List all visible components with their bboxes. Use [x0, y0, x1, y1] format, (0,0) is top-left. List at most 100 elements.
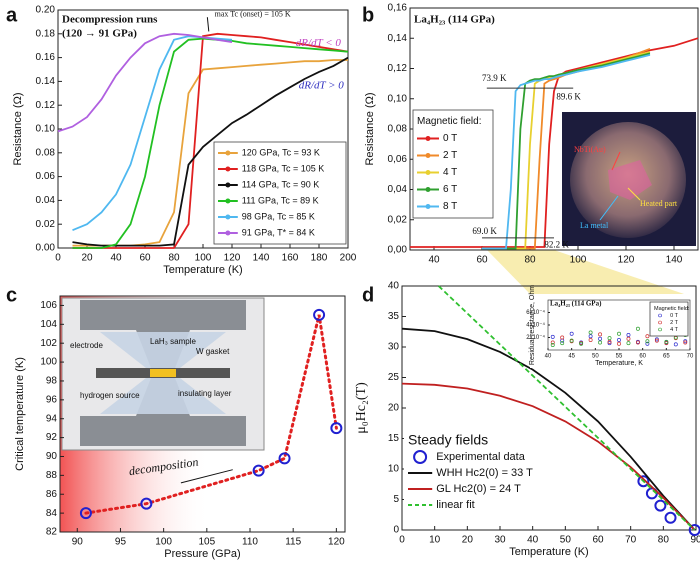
- legend-swatch: [425, 204, 431, 209]
- x-tick-label: 120: [328, 537, 345, 548]
- y-tick-label: 0.10: [36, 124, 56, 135]
- schematic-label: LaH₃ sample: [150, 337, 196, 346]
- series-line: [437, 285, 696, 531]
- y-tick-label: 2x10⁻⁴: [526, 334, 545, 341]
- y-tick-label: 0,14: [388, 33, 408, 44]
- y-tick-label: 0.04: [36, 195, 56, 206]
- y-tick-label: 0.00: [36, 243, 56, 254]
- y-tick-label: 88: [46, 470, 58, 481]
- chart-title: La₄H₂₃ (114 GPa): [414, 14, 495, 26]
- legend-swatch: [413, 450, 428, 464]
- legend-title: Magnetic field:: [417, 116, 481, 127]
- zoom-connector: [487, 250, 690, 296]
- x-tick-label: 90: [690, 535, 700, 546]
- series-line: [72, 35, 233, 232]
- y-tick-label: 104: [40, 319, 57, 330]
- series-line: [84, 314, 338, 515]
- x-tick-label: 50: [560, 535, 572, 546]
- x-tick-label: 120: [224, 253, 241, 264]
- y-tick-label: 0,16: [388, 3, 408, 14]
- x-tick-label: 10: [429, 535, 441, 546]
- legend-label: 0 T: [443, 133, 457, 144]
- data-point: [79, 507, 92, 520]
- legend-label: 111 GPa, Tc = 89 K: [242, 195, 319, 205]
- y-tick-label: 0.08: [36, 147, 56, 158]
- y-tick-label: 0.20: [36, 5, 56, 16]
- legend-swatch: [225, 166, 231, 172]
- data-point: [645, 339, 650, 344]
- y-tick-label: 0.14: [36, 76, 56, 87]
- panel-letter: a: [6, 4, 18, 26]
- x-tick-label: 50: [592, 354, 599, 360]
- x-tick-label: 0: [399, 535, 405, 546]
- photo-label: NbTi(Au): [574, 145, 606, 154]
- legend-swatch: [425, 170, 431, 175]
- photo-pointer: [627, 187, 641, 201]
- x-tick-label: 40: [527, 535, 539, 546]
- legend-label: 120 GPa, Tc = 93 K: [242, 147, 320, 157]
- series-line: [401, 327, 696, 531]
- x-tick-label: 95: [115, 537, 127, 548]
- y-tick-label: 0,02: [388, 214, 408, 225]
- data-point: [588, 334, 593, 339]
- data-point: [673, 342, 678, 347]
- data-point: [598, 332, 603, 337]
- chart-title: La₄H₂₃ (114 GPa): [550, 300, 602, 308]
- legend-label: 2 T: [443, 150, 457, 161]
- y-tick-label: 0.06: [36, 171, 56, 182]
- data-point: [635, 340, 640, 345]
- legend-box: [412, 109, 494, 219]
- y-tick-label: 40: [388, 281, 400, 292]
- series-line: [410, 37, 699, 248]
- data-point: [637, 475, 650, 488]
- y-axis-label: Resistance (Ω): [364, 92, 376, 165]
- legend-label: 4 T: [443, 167, 457, 178]
- x-axis-label: Temperature, K: [595, 360, 643, 367]
- y-tick-label: 6x10⁻⁴: [526, 309, 545, 316]
- y-tick-label: 92: [46, 432, 58, 443]
- y-tick-label: 0,08: [388, 124, 408, 135]
- y-tick-label: 20: [388, 403, 400, 414]
- y-tick-label: 25: [388, 372, 400, 383]
- data-point: [626, 341, 631, 346]
- y-tick-label: 96: [46, 394, 58, 405]
- y-tick-label: 0.16: [36, 52, 56, 63]
- panel-letter: d: [362, 284, 374, 306]
- x-tick-label: 80: [658, 535, 670, 546]
- data-point: [560, 335, 565, 340]
- y-tick-label: 84: [46, 508, 58, 519]
- data-point: [550, 343, 555, 347]
- data-point: [140, 497, 153, 510]
- x-tick-label: 40: [110, 253, 122, 264]
- series-line: [72, 56, 349, 247]
- schematic-label: W gasket: [196, 347, 230, 356]
- y-tick-label: 0,12: [388, 63, 408, 74]
- x-tick-label: 140: [253, 253, 270, 264]
- data-point: [617, 341, 621, 346]
- legend-swatch: [425, 136, 431, 141]
- y-tick-label: 15: [388, 433, 400, 444]
- y-tick-label: 106: [40, 300, 57, 311]
- x-tick-label: 20: [462, 535, 474, 546]
- data-point: [550, 340, 555, 345]
- x-tick-label: 40: [428, 255, 440, 266]
- legend-swatch: [225, 198, 231, 204]
- y-tick-label: 98: [46, 376, 58, 387]
- legend-label: 4 T: [670, 327, 678, 333]
- data-point: [626, 333, 631, 337]
- annotation-arrow: [206, 17, 210, 32]
- annotation: 89.6 K: [556, 91, 581, 101]
- x-tick-label: 60: [592, 535, 604, 546]
- data-point: [607, 339, 612, 344]
- annotation: 82.2 K: [544, 240, 569, 250]
- legend-swatch: [425, 153, 431, 158]
- y-tick-label: 90: [46, 451, 58, 462]
- data-point: [569, 331, 574, 336]
- x-axis-label: Temperature (K): [509, 546, 588, 558]
- data-point: [654, 337, 659, 342]
- series-line: [482, 52, 651, 250]
- annotation: dR/dT > 0: [299, 80, 345, 92]
- x-tick-label: 65: [663, 354, 670, 360]
